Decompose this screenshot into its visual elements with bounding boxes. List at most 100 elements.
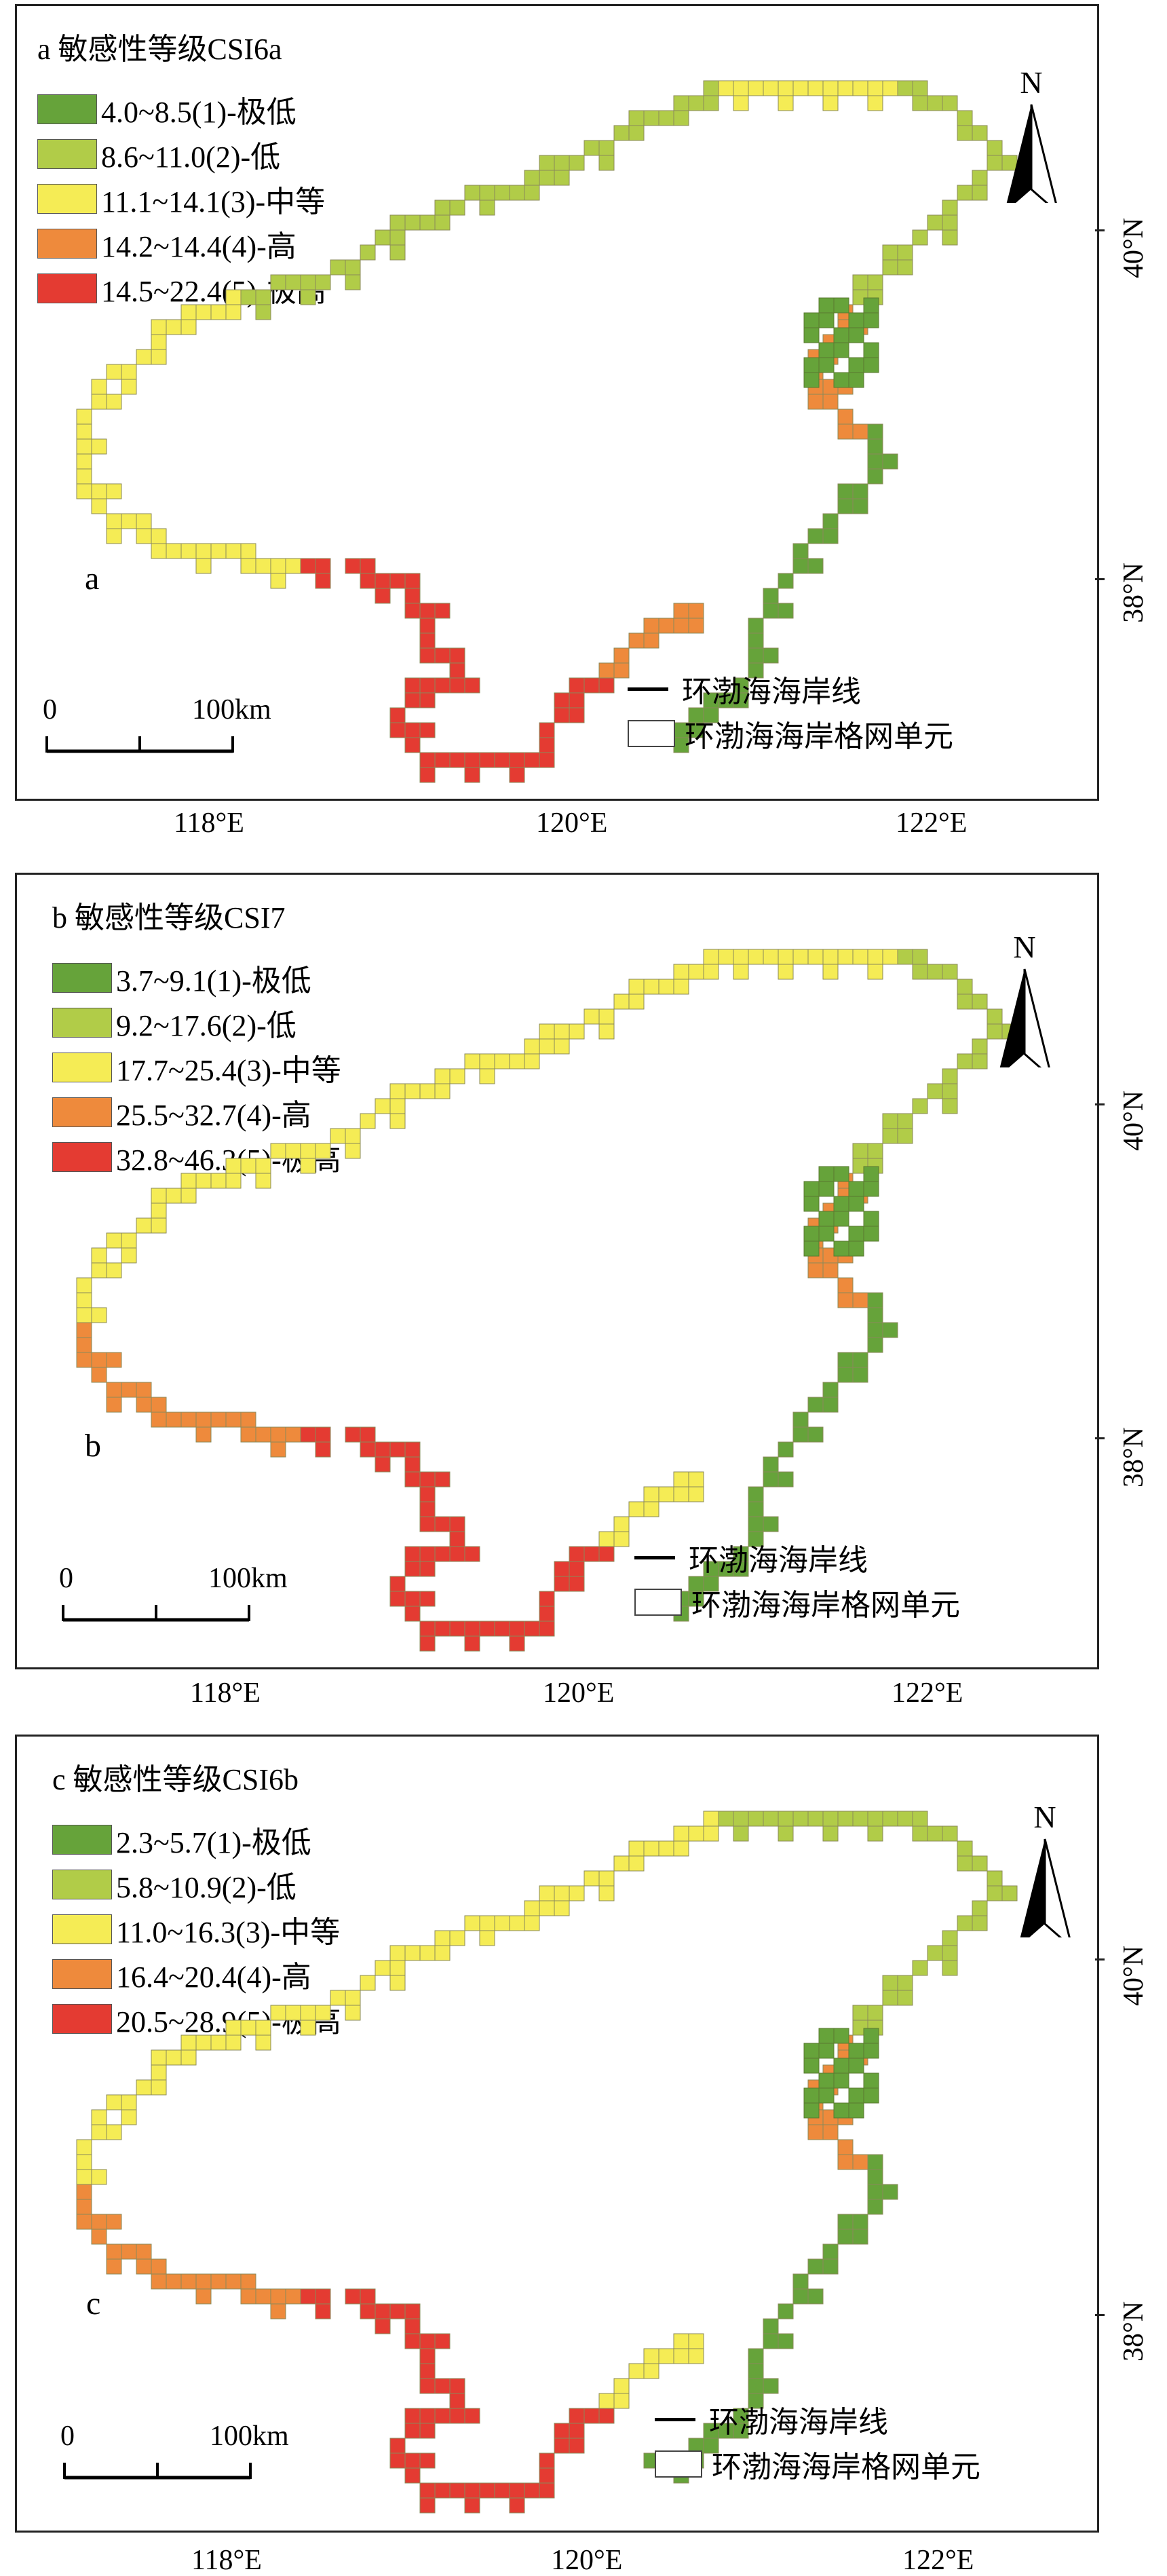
- axis-tick: [1095, 1103, 1105, 1105]
- grid-cell: [569, 2423, 585, 2439]
- grid-cell: [818, 2072, 835, 2089]
- grid-cell: [807, 1811, 824, 1827]
- grid-cell: [375, 573, 391, 589]
- legend-swatch: [37, 139, 97, 169]
- grid-cell: [404, 573, 421, 589]
- coastline-legend-item: 环渤海海岸线: [634, 1540, 868, 1577]
- grid-cell: [867, 2184, 883, 2200]
- grid-cell: [833, 1166, 849, 1182]
- grid-cell: [136, 528, 152, 544]
- grid-cell: [345, 558, 361, 574]
- grid-cell: [848, 1226, 864, 1242]
- grid-cell: [151, 319, 167, 335]
- grid-cell: [848, 312, 864, 328]
- grid-cell: [419, 2378, 436, 2394]
- grid-cell: [434, 200, 451, 216]
- coastline-legend: 环渤海海岸线 环渤海海岸格网单元: [634, 1540, 1069, 1622]
- grid-cell: [897, 949, 913, 965]
- grid-cell: [449, 752, 465, 768]
- grid-cell: [763, 647, 779, 664]
- grid-cell: [833, 2028, 849, 2044]
- grid-cell: [419, 2348, 436, 2364]
- grid-cell: [270, 1426, 286, 1443]
- grid-cell: [848, 1196, 864, 1212]
- grid-cell: [404, 1945, 421, 1961]
- grid-cell: [210, 1173, 227, 1189]
- grid-cell: [419, 647, 436, 664]
- grid-cell: [360, 558, 376, 574]
- grid-cell: [807, 2124, 824, 2140]
- grid-cell: [852, 1143, 868, 1159]
- grid-cell: [479, 1621, 495, 1637]
- grid-cell: [778, 964, 794, 980]
- grid-cell: [863, 1181, 879, 1197]
- grid-cell: [389, 573, 406, 589]
- grid-cell: [195, 543, 212, 559]
- grid-cell: [300, 558, 316, 574]
- grid-cell: [195, 304, 212, 320]
- legend-label: 4.0~8.5(1)-极低: [101, 96, 296, 129]
- grid-cell: [524, 2482, 540, 2499]
- grid-cell: [818, 1226, 835, 1242]
- grid-cell: [554, 2438, 570, 2454]
- grid-cell: [852, 2005, 868, 2021]
- grid-cell: [863, 1226, 879, 1242]
- grid-cell: [598, 1885, 615, 1901]
- grid-cell: [360, 2288, 376, 2305]
- grid-cell: [434, 647, 451, 664]
- grid-cell: [76, 409, 92, 425]
- grid-cell: [778, 95, 794, 111]
- grid-cell: [972, 1915, 988, 1931]
- grid-cell: [210, 304, 227, 320]
- grid-cell: [76, 1337, 92, 1353]
- grid-cell: [404, 737, 421, 753]
- grid-cell: [703, 949, 719, 965]
- grid-cell: [121, 379, 137, 395]
- grid-cell: [494, 1053, 510, 1069]
- grid-cell: [673, 1486, 689, 1502]
- grid-cell: [688, 1825, 704, 1842]
- grid-cell: [803, 2087, 820, 2104]
- grid-cell: [180, 2049, 197, 2066]
- north-arrow-label: N: [1020, 65, 1043, 100]
- grid-cell: [778, 573, 794, 589]
- grid-cell: [434, 1945, 451, 1961]
- grid-cell: [76, 2184, 92, 2200]
- grid-cell: [76, 1352, 92, 1368]
- legend-item: 9.2~17.6(2)-低: [52, 1005, 296, 1042]
- grid-cell: [180, 1188, 197, 1204]
- grid-cell: [822, 2124, 839, 2140]
- grid-cell: [285, 2005, 301, 2021]
- grid-cell: [554, 1561, 570, 1577]
- grid-cell: [833, 342, 849, 358]
- legend-item: 17.7~25.4(3)-中等: [52, 1050, 341, 1087]
- grid-cell: [569, 1546, 585, 1562]
- grid-cell: [270, 1441, 286, 1458]
- grid-cell: [837, 949, 854, 965]
- legend-label: 25.5~32.7(4)-高: [116, 1099, 311, 1132]
- grid-cell: [106, 1262, 122, 1278]
- grid-cell: [703, 964, 719, 980]
- grid-cell: [673, 1840, 689, 1857]
- grid-cell: [763, 80, 779, 96]
- grid-cell: [210, 2273, 227, 2290]
- grid-cell: [136, 513, 152, 529]
- grid-cell: [375, 2318, 391, 2334]
- grid-cell: [863, 1166, 879, 1182]
- grid-cell: [76, 468, 92, 485]
- grid-cell: [419, 677, 436, 694]
- grid-cell: [345, 1990, 361, 2006]
- grid-cell: [315, 1143, 331, 1159]
- grid-cell: [106, 1382, 122, 1398]
- north-arrow: N: [987, 932, 1062, 1067]
- grid-cell: [852, 949, 868, 965]
- grid-cell: [803, 1196, 820, 1212]
- grid-cell: [375, 1441, 391, 1458]
- legend-swatch: [52, 1825, 112, 1855]
- grid-cell: [270, 558, 286, 574]
- grid-cell: [106, 1352, 122, 1368]
- grid-cell: [763, 603, 779, 619]
- grid-cell: [613, 2378, 630, 2394]
- grid-cell: [195, 2288, 212, 2305]
- grid-cell-legend-label: 环渤海海岸格网单元: [685, 720, 953, 753]
